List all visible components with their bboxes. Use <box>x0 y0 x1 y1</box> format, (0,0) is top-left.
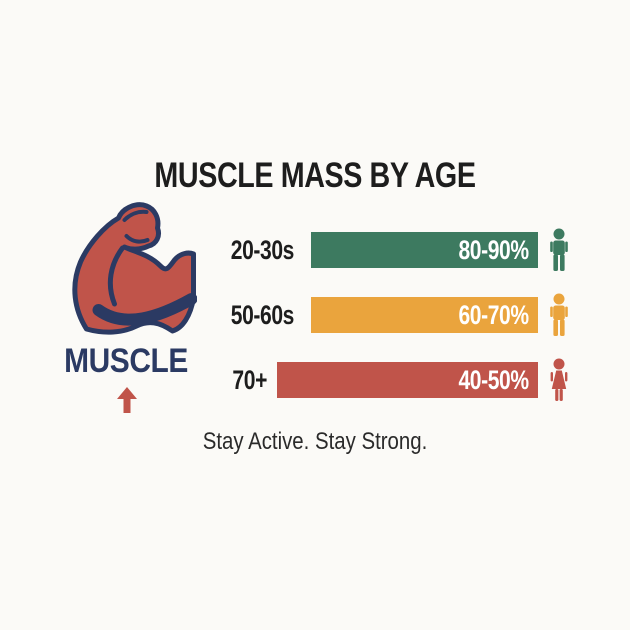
bar-value-label: 60-70% <box>458 299 529 330</box>
bar-50-60s: 60-70% <box>311 297 538 333</box>
up-arrow-icon <box>117 387 137 413</box>
male-figure-icon <box>550 293 568 336</box>
age-group-label: 70+ <box>232 365 267 395</box>
bar-70plus: 40-50% <box>277 362 538 398</box>
age-group-label: 50-60s <box>230 300 295 330</box>
page-title: MUSCLE MASS BY AGE <box>154 156 476 195</box>
muscle-logo-label: MUSCLE <box>64 342 188 380</box>
bar-value-label: 40-50% <box>458 364 529 395</box>
flexed-bicep-icon <box>72 202 197 335</box>
bar-row-50-60s: 50-60s 60-70% <box>0 293 630 337</box>
bar-20-30s: 80-90% <box>311 232 538 268</box>
female-figure-icon <box>550 358 568 401</box>
bar-row-20-30s: 20-30s 80-90% <box>0 228 630 272</box>
bar-row-70plus: 70+ 40-50% <box>0 358 630 402</box>
bar-value-label: 80-90% <box>458 234 529 265</box>
age-group-label: 20-30s <box>230 235 295 265</box>
tagline-text: Stay Active. Stay Strong. <box>202 428 428 455</box>
male-figure-icon <box>550 228 568 271</box>
